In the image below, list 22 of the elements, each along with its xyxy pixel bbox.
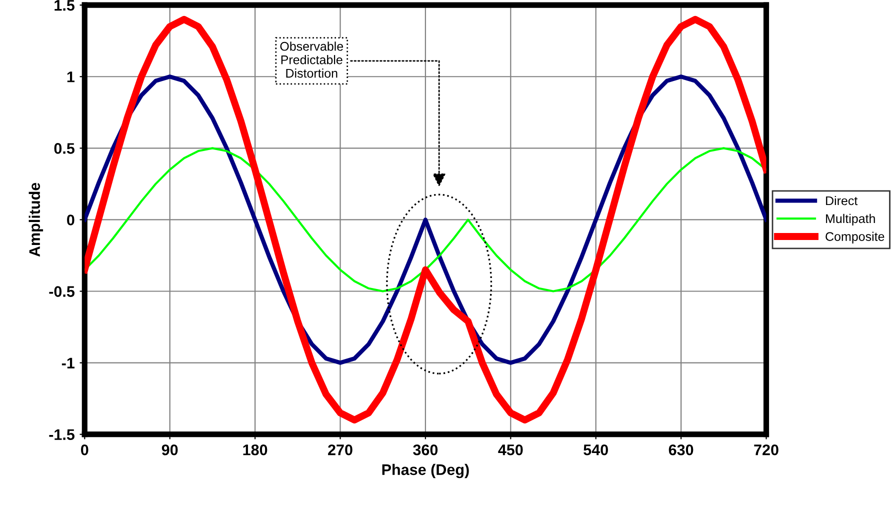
x-tick-label: 540	[584, 444, 608, 456]
x-tick-label: 180	[243, 444, 268, 456]
y-tick-label: 1.5	[54, 0, 74, 11]
y-tick-label: -1	[62, 358, 74, 368]
y-axis-title: Amplitude	[28, 182, 44, 257]
x-tick-label: 450	[498, 444, 523, 456]
x-tick-label: 90	[162, 444, 178, 456]
y-tick-label: -0.5	[49, 286, 74, 297]
x-tick-label: 630	[668, 444, 694, 456]
annotation: Observable Predictable Distortion	[280, 42, 344, 78]
y-tick-label: 0.5	[54, 143, 74, 154]
x-tick-label: 270	[328, 444, 352, 456]
y-tick-label: 1	[67, 72, 74, 82]
legend-label: Multipath	[826, 214, 875, 226]
legend-label: Composite	[826, 232, 884, 244]
x-tick-label: 0	[81, 444, 88, 456]
y-tick-label: -1.5	[49, 429, 74, 440]
x-tick-label: 360	[413, 444, 438, 456]
y-tick-label: 0	[67, 214, 74, 226]
legend-label: Direct	[826, 196, 858, 206]
x-axis-title: Phase (Deg)	[382, 464, 469, 478]
x-tick-label: 720	[754, 444, 778, 456]
